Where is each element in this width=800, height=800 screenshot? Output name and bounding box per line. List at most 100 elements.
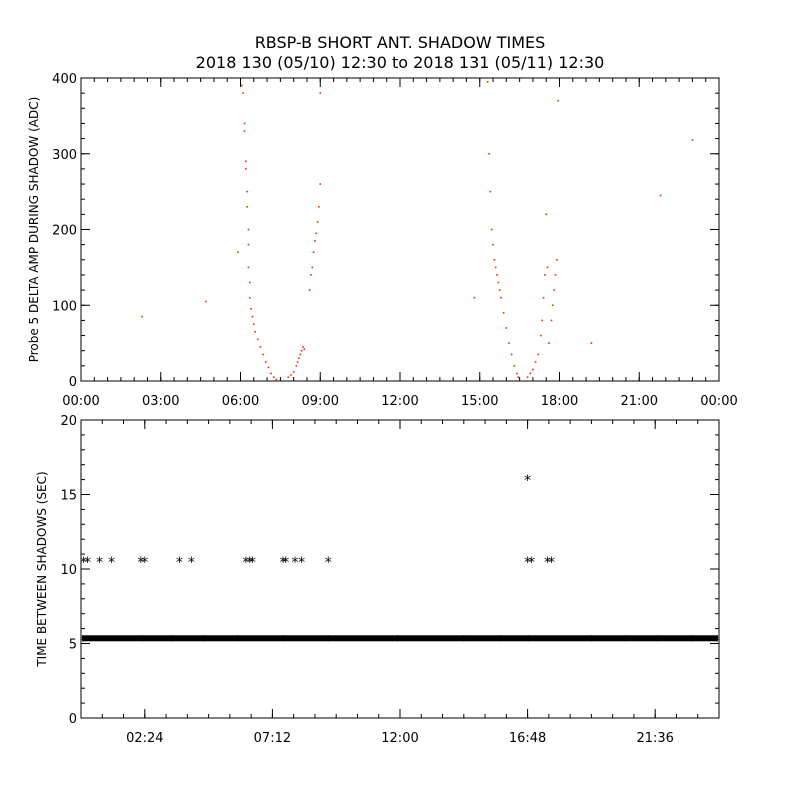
data-point: * <box>525 633 532 649</box>
data-point <box>553 289 555 291</box>
data-point <box>318 205 320 208</box>
data-point <box>247 228 250 231</box>
time-between-shadows-plot: 02:24 07:12 12:00 16:48 21:36 0 5 10 15 20 TIME BE… <box>35 414 720 746</box>
data-point <box>249 296 251 299</box>
data-point: * <box>141 555 148 571</box>
data-point: * <box>80 633 87 649</box>
data-point <box>310 274 312 276</box>
data-point <box>270 372 272 375</box>
data-point <box>243 122 246 125</box>
data-point <box>241 84 243 87</box>
data-point <box>315 232 318 235</box>
y-tick-label: 15 <box>60 489 77 504</box>
data-point <box>247 243 250 246</box>
amplitude-plot: 00:00 03:00 06:00 09:00 12:00 15:00 18:00 21:00… <box>27 72 738 409</box>
data-point <box>537 353 540 356</box>
data-point <box>488 152 490 155</box>
data-point: * <box>139 633 146 649</box>
data-point <box>256 338 259 341</box>
data-point: * <box>548 555 555 571</box>
data-point <box>526 376 529 379</box>
data-point <box>532 368 534 371</box>
data-point: * <box>588 633 595 649</box>
data-point <box>250 308 252 310</box>
data-point <box>249 281 251 284</box>
data-point: * <box>325 633 332 649</box>
data-point: * <box>280 633 287 649</box>
data-point: * <box>524 473 531 489</box>
x-tick-label: 06:00 <box>222 394 259 409</box>
x-tick-label: 21:00 <box>621 394 658 409</box>
data-point <box>319 183 322 185</box>
chart-subtitle: 2018 130 (05/10) 12:30 to 2018 131 (05/1… <box>196 53 605 72</box>
data-point: * <box>528 555 535 571</box>
data-point <box>275 378 278 381</box>
data-point <box>308 289 311 291</box>
x-tick-label: 16:48 <box>509 731 546 746</box>
y-tick-label: 100 <box>52 299 77 314</box>
data-point <box>548 342 550 344</box>
data-point <box>534 361 537 363</box>
x-tick-label: 00:00 <box>62 394 99 409</box>
data-point: * <box>249 555 256 571</box>
x-tick-label: 07:12 <box>254 731 291 746</box>
data-point: * <box>689 633 696 649</box>
data-point: * <box>544 555 551 571</box>
data-point <box>295 365 298 367</box>
x-tick-label: 12:00 <box>381 731 418 746</box>
data-point <box>259 346 262 348</box>
data-point <box>500 296 502 299</box>
data-point <box>554 274 557 276</box>
data-point <box>590 342 593 344</box>
data-point: * <box>325 555 332 571</box>
data-point <box>489 190 492 193</box>
y-tick-label: 200 <box>52 224 77 239</box>
data-point <box>486 80 489 83</box>
y-tick-label: 300 <box>52 148 77 163</box>
y-tick-label: 5 <box>69 638 77 653</box>
data-point <box>299 353 302 356</box>
data-point <box>296 361 299 363</box>
data-point <box>540 334 542 337</box>
data-point <box>243 130 246 132</box>
data-point: * <box>188 555 195 571</box>
data-point <box>544 274 546 276</box>
data-point <box>505 327 508 329</box>
data-point <box>300 349 303 352</box>
data-point <box>529 372 532 375</box>
data-point <box>267 366 270 369</box>
chart-title: RBSP-B SHORT ANT. SHADOW TIMES <box>255 33 546 52</box>
data-point: * <box>524 555 531 571</box>
data-point: * <box>280 555 287 571</box>
data-point <box>247 266 250 269</box>
data-point <box>237 251 239 254</box>
x-tick-label: 00:00 <box>700 394 737 409</box>
data-point <box>541 319 544 322</box>
y-axis-label: Probe 5 DELTA AMP DURING SHADOW (ADC) <box>27 97 41 363</box>
data-point <box>245 168 247 170</box>
data-point: * <box>242 555 249 571</box>
x-tick-label: 15:00 <box>461 394 498 409</box>
x-tick-label: 12:00 <box>381 394 418 409</box>
x-tick-label: 21:36 <box>636 731 673 746</box>
y-tick-label: 400 <box>52 72 77 87</box>
data-point: * <box>713 633 720 649</box>
data-point <box>497 281 500 284</box>
data-point <box>546 266 549 269</box>
data-point <box>498 289 501 291</box>
data-point: * <box>622 633 629 649</box>
x-tick-label: 02:24 <box>126 731 163 746</box>
data-point: * <box>291 555 298 571</box>
data-point: * <box>234 633 241 649</box>
data-point <box>292 371 295 373</box>
x-tick-label: 03:00 <box>142 394 179 409</box>
data-point: * <box>168 633 175 649</box>
data-point: * <box>246 555 253 571</box>
baseline-band <box>82 635 718 642</box>
y-tick-label: 0 <box>69 375 77 390</box>
data-point <box>141 315 143 318</box>
data-point: * <box>176 555 183 571</box>
plot-frame <box>80 77 720 382</box>
data-point <box>303 348 306 350</box>
x-tick-label: 09:00 <box>302 394 339 409</box>
